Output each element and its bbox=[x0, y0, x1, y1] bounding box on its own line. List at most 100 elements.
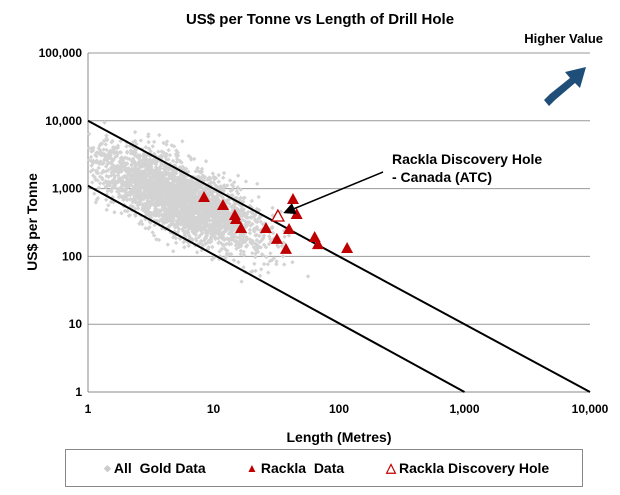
gold-data-point bbox=[176, 226, 182, 232]
gold-data-point bbox=[153, 165, 159, 170]
gold-data-point bbox=[170, 184, 175, 190]
gold-data-point bbox=[216, 240, 221, 246]
gold-data-point bbox=[243, 179, 249, 184]
gold-data-point bbox=[259, 267, 264, 272]
gold-data-point bbox=[149, 199, 154, 204]
gold-data-point bbox=[165, 242, 171, 247]
gold-data-point bbox=[168, 214, 174, 219]
gold-data-point bbox=[198, 217, 203, 222]
gold-data-point bbox=[164, 142, 169, 147]
gold-data-point bbox=[229, 182, 235, 187]
gold-data-point bbox=[122, 155, 128, 160]
gold-data-point bbox=[96, 185, 102, 191]
gold-data-point bbox=[132, 167, 137, 173]
gold-data-point bbox=[124, 144, 129, 149]
gold-data-point bbox=[263, 244, 269, 250]
gold-data-point bbox=[166, 177, 171, 182]
gold-data-point bbox=[147, 218, 152, 224]
gold-data-point bbox=[166, 166, 172, 172]
gold-data-point bbox=[181, 240, 186, 245]
gold-data-point bbox=[105, 161, 110, 167]
gold-data-point bbox=[228, 188, 233, 194]
gold-data-point bbox=[159, 208, 164, 213]
gold-data-point bbox=[210, 244, 215, 250]
gold-data-point bbox=[147, 161, 152, 167]
gold-data-point bbox=[154, 237, 159, 242]
gold-data-point bbox=[170, 188, 176, 193]
gold-data-point bbox=[159, 226, 165, 231]
x-tick-label: 1,000 bbox=[449, 402, 479, 416]
gold-data-point bbox=[235, 241, 241, 246]
gold-data-point bbox=[155, 181, 160, 187]
gold-data-point bbox=[112, 182, 117, 187]
gold-data-point bbox=[126, 166, 131, 171]
gold-data-point bbox=[236, 259, 241, 265]
gold-data-point bbox=[106, 203, 111, 208]
gold-data-point bbox=[123, 184, 129, 189]
gold-data-point bbox=[97, 181, 103, 186]
gold-data-point bbox=[262, 221, 267, 226]
gold-data-point bbox=[189, 238, 195, 244]
gold-data-point bbox=[201, 189, 206, 194]
gold-data-point bbox=[219, 194, 224, 199]
discovery-annotation-line1: Rackla Discovery Hole bbox=[392, 151, 542, 167]
gold-data-point bbox=[257, 215, 263, 220]
gold-data-point bbox=[201, 224, 206, 229]
gold-data-point bbox=[253, 268, 258, 273]
gold-data-point bbox=[170, 219, 176, 224]
gold-data-point bbox=[270, 205, 275, 211]
gold-data-point bbox=[94, 150, 99, 156]
gold-data-point bbox=[239, 279, 244, 284]
gold-data-point bbox=[193, 232, 199, 237]
gold-data-point bbox=[188, 178, 194, 184]
legend-label: Rackla Data bbox=[260, 460, 345, 476]
gold-data-point bbox=[174, 159, 179, 165]
gold-data-point bbox=[264, 254, 269, 260]
gold-data-point bbox=[163, 154, 169, 159]
gold-data-point bbox=[154, 174, 160, 179]
gold-data-point bbox=[189, 157, 194, 162]
gold-data-point bbox=[248, 240, 253, 245]
gold-data-point bbox=[124, 161, 129, 166]
gold-data-point bbox=[220, 234, 226, 239]
gold-data-point bbox=[137, 165, 143, 170]
gold-data-point bbox=[166, 157, 171, 162]
gold-data-point bbox=[228, 194, 233, 199]
gold-data-point bbox=[195, 181, 200, 186]
y-tick-label: 10 bbox=[69, 317, 83, 331]
gold-data-point bbox=[101, 169, 107, 174]
gold-data-point bbox=[118, 180, 124, 185]
gold-data-point bbox=[90, 161, 96, 166]
gold-data-point bbox=[215, 228, 221, 233]
gold-data-point bbox=[185, 195, 191, 200]
gold-data-point bbox=[104, 173, 109, 179]
gold-data-point bbox=[180, 220, 186, 226]
gold-data-point bbox=[196, 193, 201, 199]
gold-data-point bbox=[125, 156, 130, 161]
gold-data-point bbox=[166, 208, 171, 214]
gold-data-point bbox=[175, 189, 180, 194]
gold-data-point bbox=[151, 233, 157, 238]
gold-data-point bbox=[117, 159, 122, 164]
gold-data-point bbox=[131, 176, 137, 181]
gold-data-point bbox=[220, 186, 226, 191]
gold-data-point bbox=[90, 167, 96, 173]
gold-data-point bbox=[111, 157, 116, 162]
gold-data-point bbox=[150, 230, 155, 235]
gold-data-point bbox=[142, 191, 147, 197]
gold-data-point bbox=[260, 236, 266, 241]
gold-data-point bbox=[252, 229, 257, 234]
gold-data-point bbox=[274, 259, 279, 264]
gold-data-point bbox=[96, 165, 101, 171]
gold-data-point bbox=[234, 195, 239, 201]
gold-data-point bbox=[119, 169, 124, 174]
gold-data-point bbox=[113, 154, 118, 160]
gold-data-point bbox=[194, 250, 200, 255]
gold-data-point bbox=[121, 195, 126, 201]
gold-data-point bbox=[172, 229, 177, 234]
gold-data-point bbox=[186, 243, 191, 249]
gold-data-point bbox=[174, 186, 180, 191]
gold-data-point bbox=[149, 169, 154, 174]
gold-data-point bbox=[198, 238, 204, 244]
gold-data-point bbox=[220, 195, 225, 200]
